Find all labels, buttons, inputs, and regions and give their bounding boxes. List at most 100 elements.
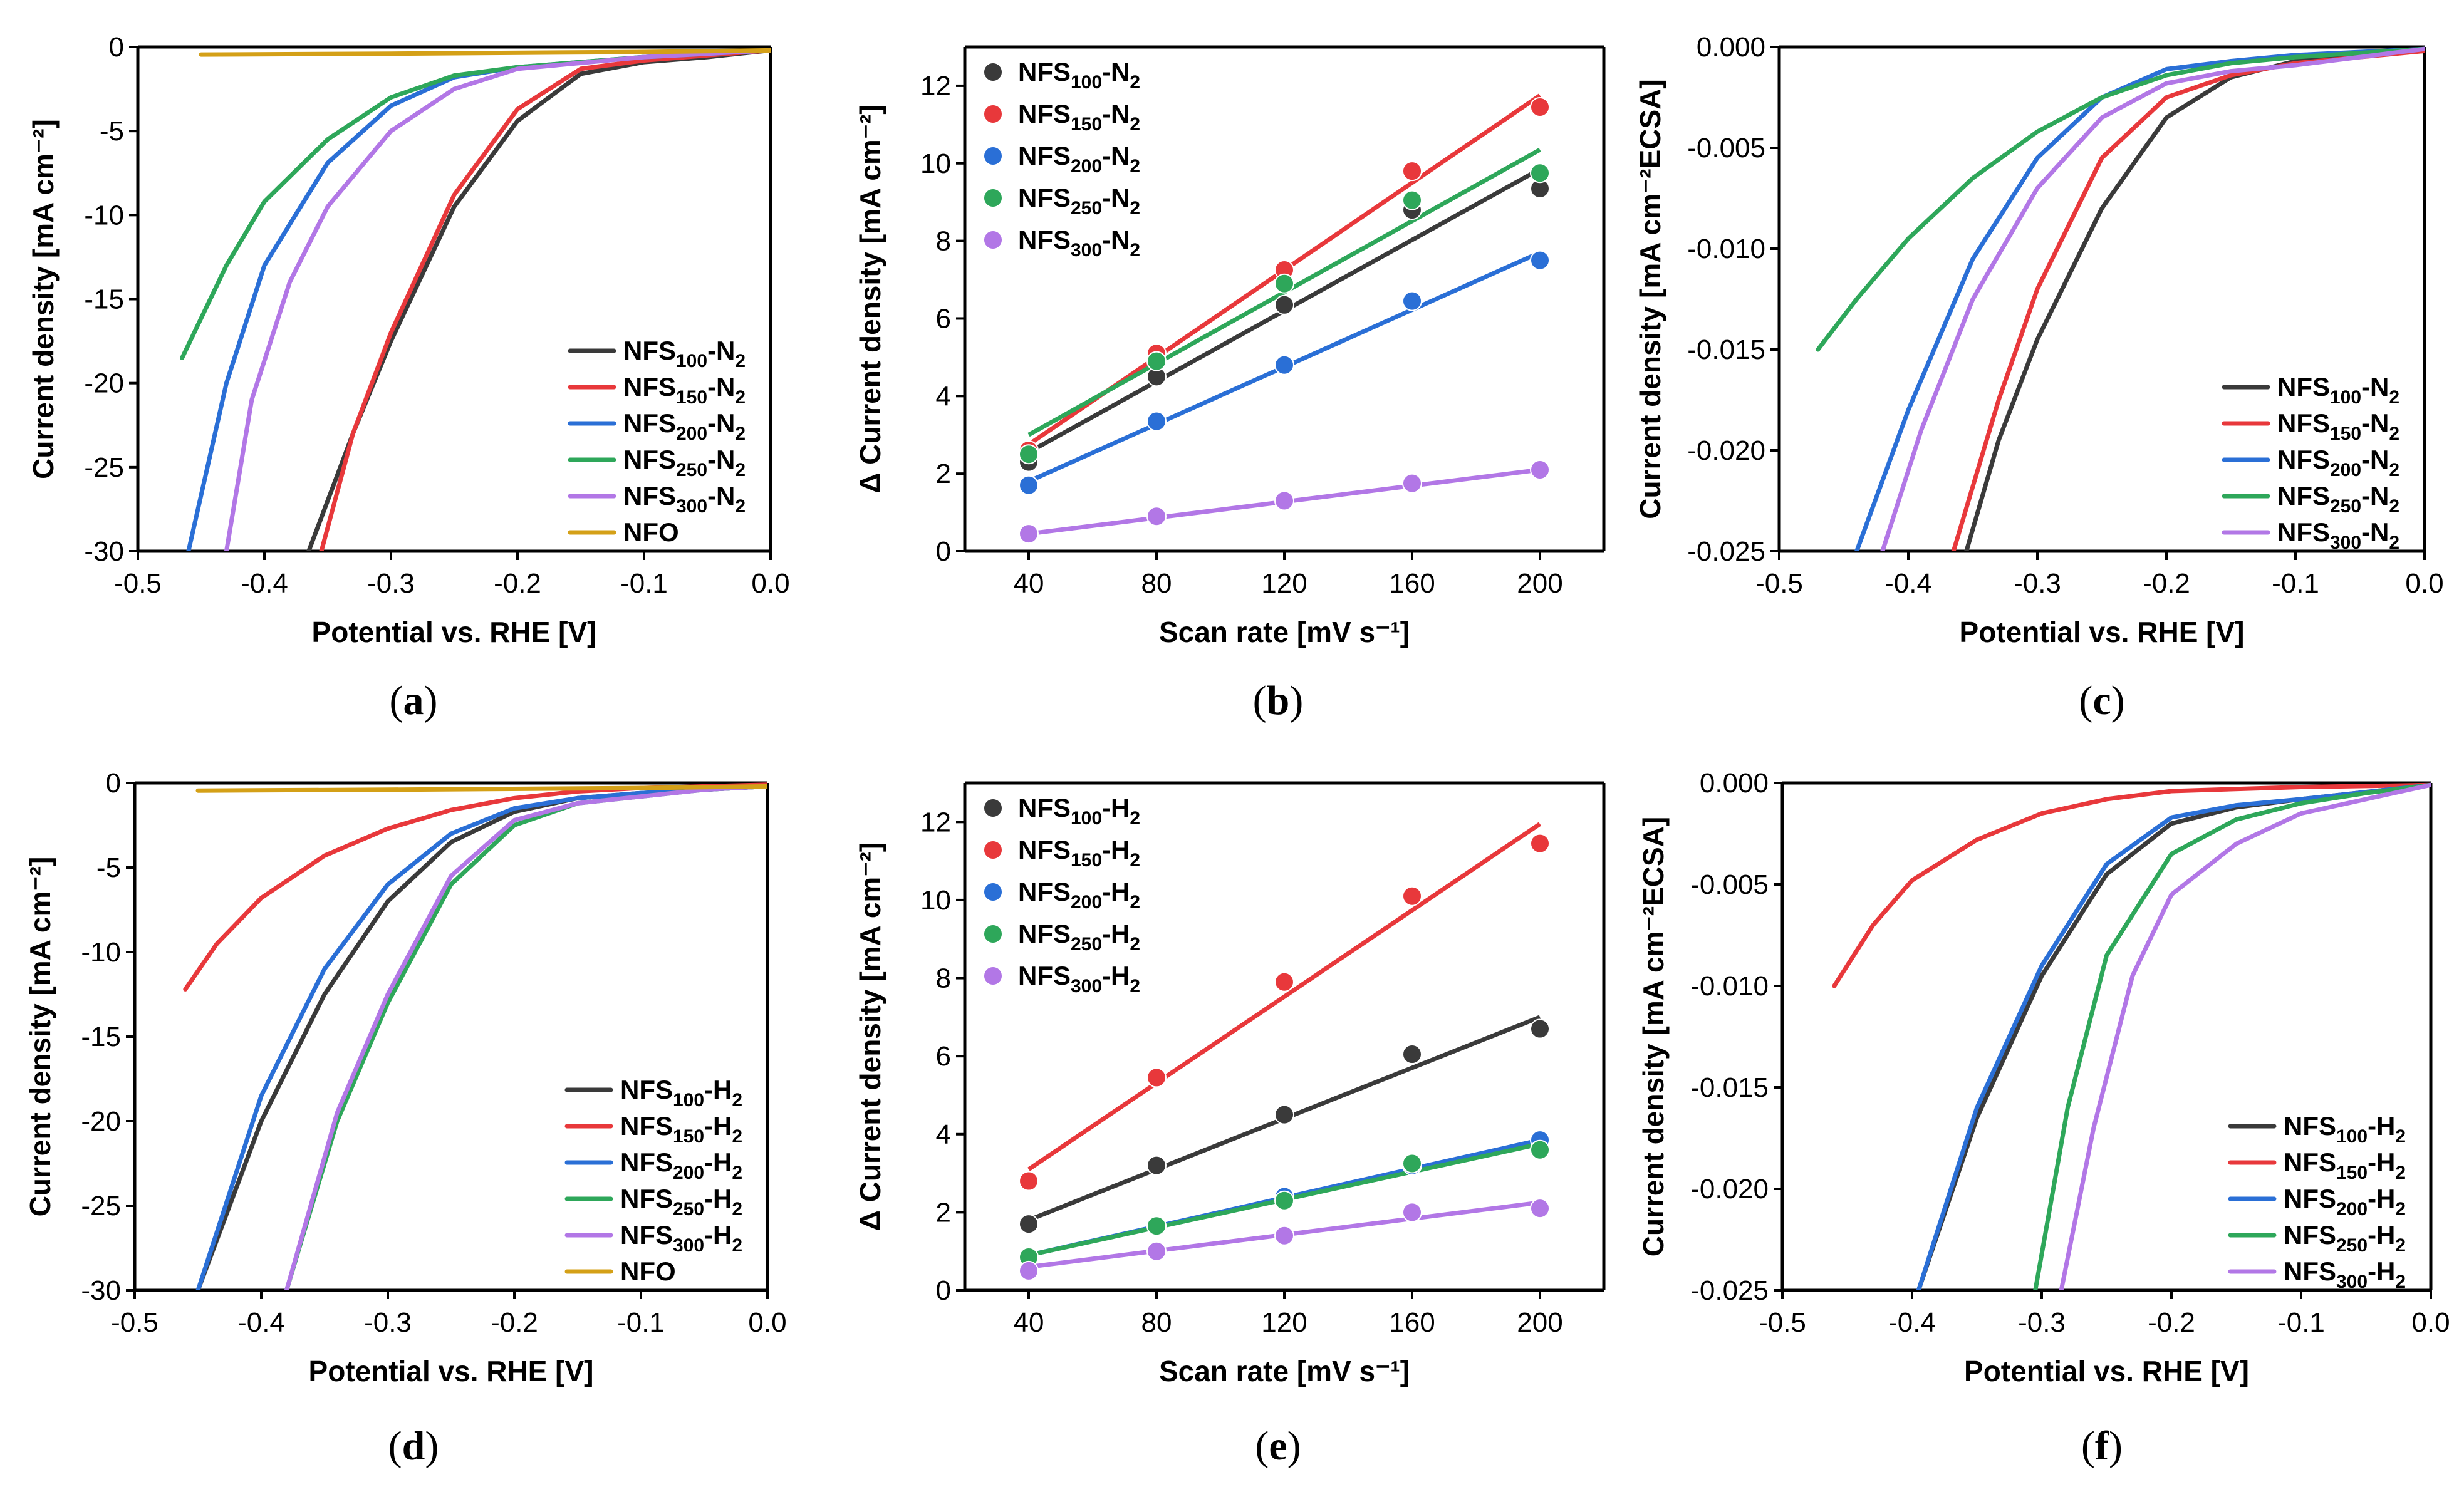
y-tick-label: -0.010 xyxy=(1687,234,1765,264)
x-tick-label: 0.0 xyxy=(748,1307,786,1338)
series-line-nfs150 xyxy=(183,782,767,992)
plot-area xyxy=(1832,782,2431,1290)
x-axis-title: Scan rate [mV s⁻¹] xyxy=(1159,616,1410,648)
plot-area xyxy=(1019,822,1550,1281)
y-tick-label: 2 xyxy=(936,459,951,489)
data-point-nfs200 xyxy=(1530,250,1550,271)
y-tick-label: 4 xyxy=(936,1119,951,1150)
series-line-nfs250 xyxy=(2033,782,2431,1290)
y-tick-label: -0.005 xyxy=(1690,869,1769,900)
x-tick-label: 80 xyxy=(1141,568,1172,599)
legend-marker xyxy=(983,882,1003,902)
data-point-nfs250 xyxy=(1402,190,1422,210)
legend-label: NFO xyxy=(623,517,679,547)
data-point-nfs150 xyxy=(1530,833,1550,854)
legend-marker xyxy=(983,840,1003,860)
y-tick-label: -0.015 xyxy=(1687,334,1765,365)
series-line-nfs300 xyxy=(2059,782,2431,1290)
x-tick-label: -0.2 xyxy=(2148,1307,2195,1338)
x-tick-label: 0.0 xyxy=(2405,568,2443,599)
y-tick-label: 4 xyxy=(936,381,951,412)
y-tick-label: -0.020 xyxy=(1690,1174,1769,1205)
x-tick-label: 200 xyxy=(1517,568,1562,599)
data-point-nfs150 xyxy=(1402,161,1422,182)
panel-label: (a) xyxy=(390,678,438,723)
y-axis-title: Current density [mA cm⁻²] xyxy=(24,857,56,1217)
series-line-nfs250 xyxy=(180,48,771,360)
data-point-nfs100 xyxy=(1019,1214,1039,1235)
y-tick-label: -0.015 xyxy=(1690,1072,1769,1103)
data-point-nfs300 xyxy=(1146,1241,1167,1262)
data-point-nfs250 xyxy=(1019,444,1039,465)
series-line-nfs300 xyxy=(1880,46,2425,551)
legend-label: NFS150-N2 xyxy=(623,372,746,408)
panel-label: (f) xyxy=(2081,1423,2123,1469)
chart-panel-c: -0.5 -0.4 -0.3 -0.2 -0.1 0.0 0.000 -0.005 -0.010… xyxy=(1634,32,2444,723)
data-point-nfs200 xyxy=(1274,355,1294,375)
data-point-nfs100 xyxy=(1402,1044,1422,1065)
x-tick-label: -0.3 xyxy=(364,1307,412,1338)
y-tick-label: 0 xyxy=(936,1275,951,1306)
plot-area xyxy=(183,782,767,1290)
legend-label: NFS300-H2 xyxy=(620,1220,742,1256)
legend-label: NFS300-N2 xyxy=(1018,225,1140,261)
legend-label: NFS150-N2 xyxy=(1018,99,1140,135)
legend-label: NFS100-H2 xyxy=(2284,1111,2406,1147)
data-point-nfs300 xyxy=(1019,1260,1039,1281)
data-point-nfs100 xyxy=(1530,1018,1550,1039)
panel-label: (b) xyxy=(1253,678,1304,723)
y-tick-label: -15 xyxy=(84,284,124,315)
x-tick-label: -0.5 xyxy=(114,568,162,599)
panel-label: (e) xyxy=(1255,1423,1301,1469)
x-tick-label: -0.1 xyxy=(2277,1307,2325,1338)
y-tick-label: 8 xyxy=(936,226,951,257)
data-point-nfs250 xyxy=(1274,273,1294,294)
series-line-nfs200 xyxy=(195,784,767,1290)
y-tick-label: -10 xyxy=(81,937,121,968)
x-tick-label: -0.2 xyxy=(494,568,541,599)
y-tick-label: 10 xyxy=(920,885,951,916)
legend-marker xyxy=(983,924,1003,944)
x-tick-label: 120 xyxy=(1261,1307,1307,1338)
y-tick-label: 0 xyxy=(109,32,124,63)
x-tick-label: 0.0 xyxy=(2411,1307,2450,1338)
x-tick-label: -0.1 xyxy=(617,1307,665,1338)
y-tick-label: 0.000 xyxy=(1697,32,1765,63)
legend-label: NFS200-H2 xyxy=(620,1148,742,1183)
plot-area xyxy=(1816,46,2425,551)
y-tick-label: -30 xyxy=(81,1275,121,1306)
series-line-nfs200 xyxy=(1916,782,2431,1290)
panel-label: (d) xyxy=(388,1423,439,1469)
chart-panel-e: 40 80 120 160 200 0 2 4 6 8 10 12 Scan rate [mV s⁻¹]… xyxy=(854,781,1606,1469)
y-tick-label: -0.025 xyxy=(1690,1275,1769,1306)
data-point-nfs300 xyxy=(1402,1202,1422,1223)
data-point-nfs250 xyxy=(1146,351,1167,371)
y-tick-label: 0.000 xyxy=(1700,768,1769,799)
legend-marker xyxy=(983,104,1003,124)
data-point-nfs300 xyxy=(1530,459,1550,480)
series-line-nfs150 xyxy=(1832,782,2431,988)
legend-label: NFS100-N2 xyxy=(623,336,746,371)
data-point-nfs300 xyxy=(1146,506,1167,527)
legend-label: NFS100-H2 xyxy=(620,1075,742,1111)
x-tick-label: -0.3 xyxy=(367,568,415,599)
data-point-nfs250 xyxy=(1274,1190,1294,1211)
data-point-nfs300 xyxy=(1019,524,1039,544)
legend-marker xyxy=(983,188,1003,208)
legend-label: NFS150-H2 xyxy=(2284,1148,2406,1183)
data-point-nfs300 xyxy=(1274,1225,1294,1246)
legend-label: NFO xyxy=(620,1256,676,1286)
data-point-nfs250 xyxy=(1402,1153,1422,1174)
y-axis-title: Δ Current density [mA cm⁻²] xyxy=(854,105,886,493)
legend-label: NFS300-H2 xyxy=(2284,1256,2406,1292)
chart-panel-f: -0.5 -0.4 -0.3 -0.2 -0.1 0.0 0.000 -0.005 -0.010… xyxy=(1637,768,2450,1469)
plot-area xyxy=(1019,93,1550,544)
x-tick-label: -0.2 xyxy=(491,1307,538,1338)
y-tick-label: -0.005 xyxy=(1687,133,1765,163)
y-tick-label: 8 xyxy=(936,963,951,994)
legend-marker xyxy=(983,146,1003,166)
x-axis-title: Potential vs. RHE [V] xyxy=(309,1355,594,1387)
series-line-nfo xyxy=(199,48,771,57)
legend-label: NFS200-H2 xyxy=(1018,877,1140,913)
legend-label: NFS250-H2 xyxy=(2284,1220,2406,1256)
